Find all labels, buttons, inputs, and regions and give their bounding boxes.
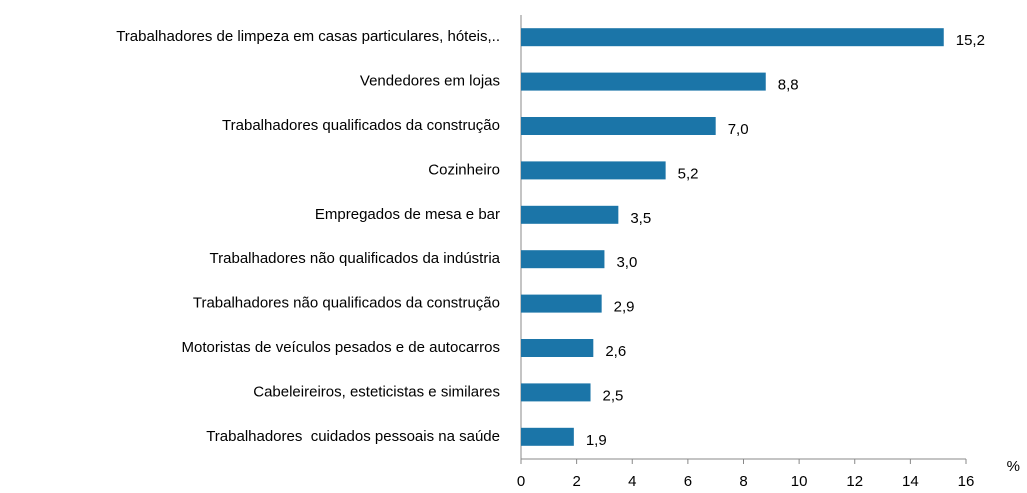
value-label: 5,2 bbox=[678, 165, 699, 182]
y-tick-label: Trabalhadores não qualificados da constr… bbox=[193, 295, 500, 312]
value-label: 2,5 bbox=[603, 387, 624, 404]
y-tick-label: Vendedores em lojas bbox=[360, 73, 500, 90]
y-tick-label: Empregados de mesa e bar bbox=[315, 206, 500, 223]
y-tick-label: Motoristas de veículos pesados e de auto… bbox=[181, 339, 500, 356]
y-tick-label: Cabeleireiros, esteticistas e similares bbox=[253, 383, 500, 400]
value-label: 3,0 bbox=[616, 254, 637, 271]
bar bbox=[521, 427, 574, 446]
value-label: 2,6 bbox=[605, 343, 626, 360]
y-tick-label: Cozinheiro bbox=[428, 161, 500, 178]
value-label: 2,9 bbox=[614, 299, 635, 316]
bar bbox=[521, 205, 619, 224]
bar bbox=[521, 294, 602, 313]
value-label: 1,9 bbox=[586, 432, 607, 449]
value-label: 15,2 bbox=[956, 32, 985, 49]
x-tick-label: 16 bbox=[958, 473, 975, 490]
y-tick-label: Trabalhadores cuidados pessoais na saúde bbox=[206, 428, 500, 445]
x-tick-label: 6 bbox=[684, 473, 692, 490]
x-tick-label: 0 bbox=[517, 473, 525, 490]
x-tick-label: 4 bbox=[628, 473, 636, 490]
bar bbox=[521, 28, 944, 47]
bar bbox=[521, 72, 766, 91]
value-label: 7,0 bbox=[728, 121, 749, 138]
x-tick-label: 14 bbox=[902, 473, 919, 490]
y-tick-label: Trabalhadores não qualificados da indúst… bbox=[210, 250, 501, 267]
bar bbox=[521, 383, 591, 402]
bar bbox=[521, 250, 605, 269]
x-tick-label: 10 bbox=[791, 473, 808, 490]
x-tick-label: 12 bbox=[846, 473, 863, 490]
x-tick-label: 8 bbox=[739, 473, 747, 490]
value-label: 3,5 bbox=[630, 210, 651, 227]
bar bbox=[521, 161, 666, 180]
y-tick-label: Trabalhadores de limpeza em casas partic… bbox=[116, 28, 500, 45]
x-axis-label: % bbox=[1007, 458, 1020, 475]
value-label: 8,8 bbox=[778, 77, 799, 94]
y-tick-label: Trabalhadores qualificados da construção bbox=[222, 117, 500, 134]
x-tick-label: 2 bbox=[572, 473, 580, 490]
bar bbox=[521, 339, 594, 357]
bar bbox=[521, 117, 716, 135]
